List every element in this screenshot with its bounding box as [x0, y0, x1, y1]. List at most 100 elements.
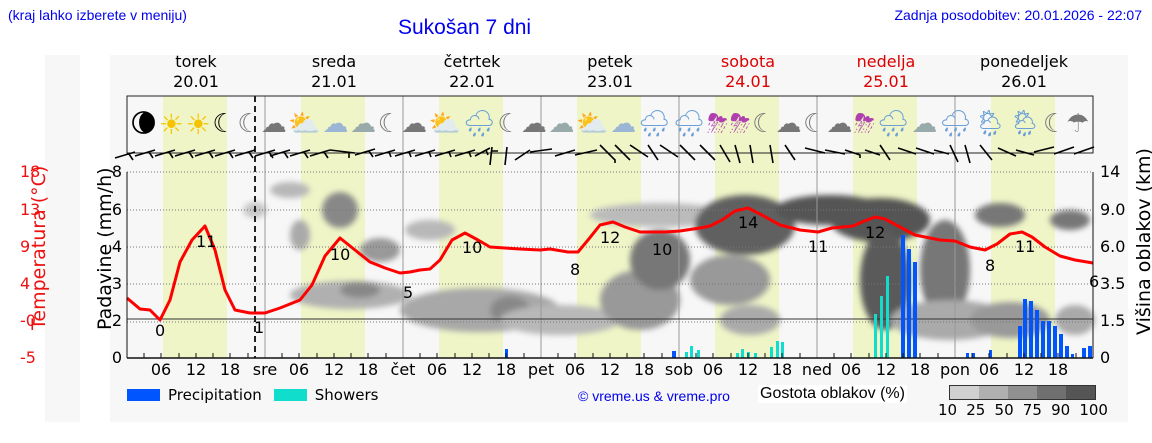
sun-thunder-icon: ⛈ [707, 108, 728, 139]
showers-legend-label: Showers [314, 386, 379, 404]
cloud-icon: ☁ [350, 109, 377, 139]
x-tick: čet [390, 360, 416, 379]
x-tick: 18 [771, 360, 793, 379]
icon-row-frame [126, 95, 1094, 154]
gridlines [127, 171, 1093, 323]
sun-cloud-icon: ⛅ [288, 109, 321, 139]
svg-text:14: 14 [738, 213, 758, 232]
svg-text:11: 11 [808, 237, 828, 256]
cloud-rain-icon: 🌧 [637, 109, 671, 139]
x-tick: 06 [150, 360, 172, 379]
rain-tick: 8 [111, 162, 122, 181]
showers-swatch [273, 389, 307, 401]
cloud-density-scale [949, 385, 1096, 400]
temp-tick: 9 [20, 237, 31, 256]
moon-cloud-icon: ☾☁ [377, 109, 428, 139]
precipitation-legend-label: Precipitation [168, 386, 262, 404]
day-header-mon: ponedeljek 26.01 [980, 52, 1068, 91]
temp-tick: -5 [20, 348, 36, 367]
cloud-density-legend-title: Gostota oblakov (%) [758, 385, 907, 403]
sun-cloud-rain-icon: 🌦 [973, 109, 1007, 139]
day-separators [264, 96, 956, 358]
x-tick: 18 [357, 360, 379, 379]
cloud-tick: 14 [1100, 162, 1121, 181]
sun-icon: ☀ [158, 107, 184, 141]
x-tick: 12 [323, 360, 345, 379]
weather-icons-row: 🌘 ☀ ☀ ☾ ☾☁ ⛅ ☁ ☁ ☾☁ ⛅ 🌧 ☾☁ ☁ ⛅ ☁ 🌧 🌧 ⛈ ⛈… [130, 98, 1090, 150]
moon-cloud-icon: ☾☁ [237, 109, 287, 139]
svg-text:10: 10 [652, 240, 672, 259]
temp-tick: -0 [20, 311, 36, 330]
x-tick: 12 [1013, 360, 1035, 379]
temp-tick: 13 [20, 200, 41, 219]
x-tick: 06 [702, 360, 724, 379]
rain-tick: 4 [111, 237, 122, 256]
cloud-heavy-rain-icon: 🌧 [876, 109, 910, 139]
svg-text:0: 0 [155, 321, 165, 340]
x-tick: 12 [875, 360, 897, 379]
temp-tick: 18 [20, 162, 41, 181]
rain-tick: 0 [111, 348, 122, 367]
cloud-tick: 6.0 [1100, 237, 1126, 256]
day-header-wed: sreda 21.01 [311, 52, 357, 91]
svg-text:10: 10 [462, 238, 482, 257]
cloud-icon: ☁ [548, 109, 575, 139]
moon-cloud-icon: 🌘 [130, 109, 158, 139]
showers-bars [685, 276, 889, 358]
svg-text:1: 1 [254, 318, 264, 337]
x-tick: 06 [288, 360, 310, 379]
x-tick: sre [252, 360, 278, 379]
rain-tick: 6 [111, 200, 122, 219]
svg-text:12: 12 [600, 228, 620, 247]
sun-cloud-icon: ⛅ [576, 109, 609, 139]
cloud-rain-icon: 🌧 [672, 109, 706, 139]
moon-cloud-icon: ☾☁ [752, 109, 802, 139]
x-tick: pon [939, 360, 971, 379]
page-title: Sukošan 7 dni [398, 16, 532, 39]
credit-link[interactable]: © vreme.us & vreme.pro [578, 388, 730, 404]
x-tick: 12 [185, 360, 207, 379]
wind-barbs-row [114, 144, 1095, 166]
cloud-tick: 1.5 [1100, 311, 1126, 330]
x-tick: 12 [461, 360, 483, 379]
svg-text:12: 12 [865, 223, 885, 242]
cloud-density-field [243, 182, 1095, 340]
moon-cloud-icon: ☾ [212, 109, 236, 139]
day-header-sun: nedelja 25.01 [856, 52, 916, 91]
day-header-fri: petek 23.01 [587, 52, 633, 91]
x-tick: 06 [426, 360, 448, 379]
sun-thunder-icon: ⛈ [854, 108, 875, 139]
location-hint: (kraj lahko izberete v meniju) [8, 7, 187, 23]
x-tick: 18 [909, 360, 931, 379]
precipitation-swatch [127, 389, 160, 401]
x-tick: 12 [737, 360, 759, 379]
svg-text:8: 8 [570, 260, 580, 279]
x-tick: 18 [633, 360, 655, 379]
cloud-density-ticks: 10 25 50 75 90 100 [938, 401, 1108, 419]
moon-cloud-icon: ☾☁ [803, 109, 853, 139]
sun-cloud-heavy-rain-icon: 🌦 [1008, 109, 1042, 139]
cloud-icon: ☁ [610, 109, 637, 139]
precipitation-bars [505, 235, 1092, 358]
moon-cloud-rain-icon: ☾☂ [1043, 109, 1090, 139]
x-tick: 06 [564, 360, 586, 379]
svg-text:5: 5 [403, 283, 413, 302]
cloud-tick: 3.5 [1100, 274, 1126, 293]
cloud-rain-icon: 🌧 [462, 109, 496, 139]
sun-icon: ☀ [185, 107, 211, 141]
temperature-value-labels: 0 11 1 10 5 10 8 12 10 14 11 12 8 11 6 [155, 213, 1099, 340]
day-header-sat: sobota 24.01 [720, 52, 776, 91]
chart-legend: Precipitation Showers [127, 386, 378, 404]
day-header-tue: torek 20.01 [173, 52, 219, 91]
sun-cloud-icon: ⛅ [428, 109, 462, 139]
x-tick: pet [527, 360, 555, 379]
x-tick: 18 [495, 360, 517, 379]
moon-cloud-icon: ☾☁ [497, 109, 547, 139]
svg-text:6: 6 [1089, 272, 1099, 291]
day-header-thu: četrtek 22.01 [443, 52, 501, 91]
x-tick: 06 [840, 360, 862, 379]
temperature-axis-panel [45, 55, 80, 422]
rain-tick: 3 [111, 274, 122, 293]
x-tick: sob [664, 360, 694, 379]
